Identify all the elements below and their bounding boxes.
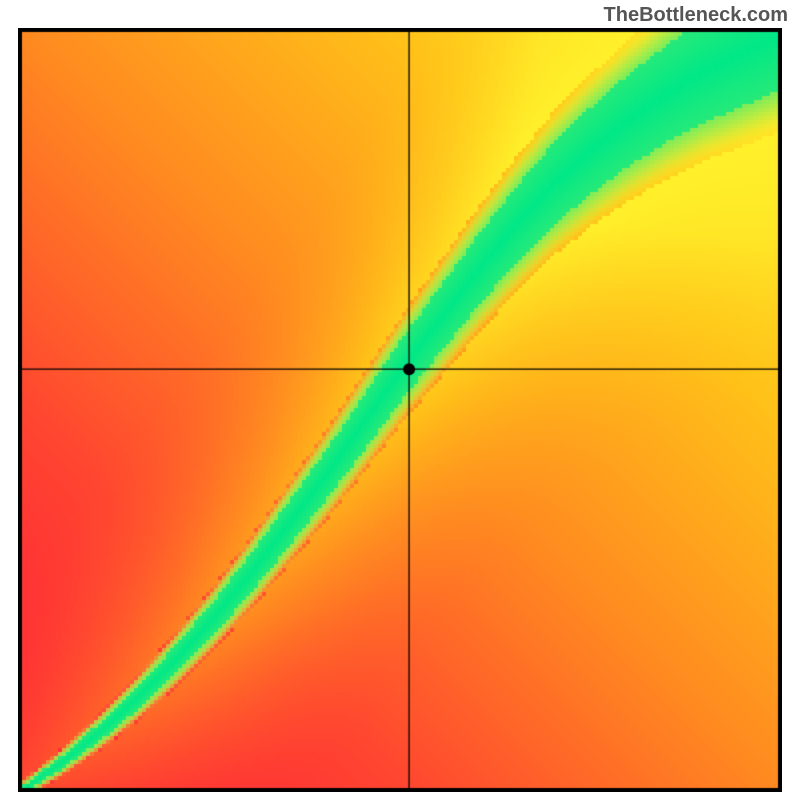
watermark-text: TheBottleneck.com	[604, 4, 788, 27]
heatmap-plot	[18, 28, 782, 792]
heatmap-canvas	[18, 28, 782, 792]
